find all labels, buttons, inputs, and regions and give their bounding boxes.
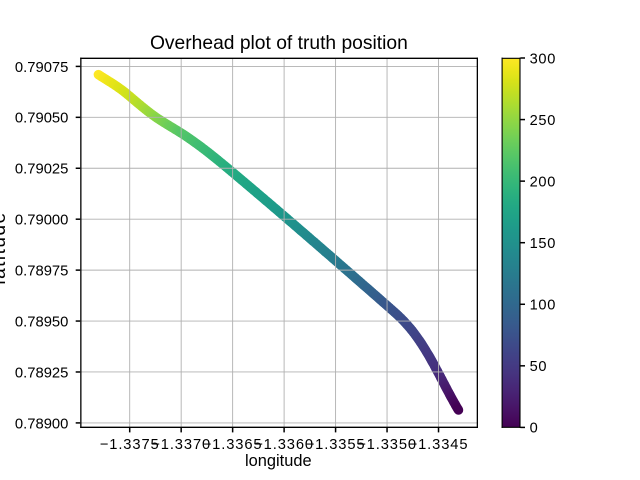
svg-text:0.78925: 0.78925: [15, 365, 69, 381]
svg-text:0.78950: 0.78950: [15, 314, 69, 330]
svg-text:0.79025: 0.79025: [15, 162, 69, 178]
svg-text:longitude: longitude: [245, 452, 312, 470]
svg-text:100: 100: [530, 298, 556, 314]
svg-text:0: 0: [530, 421, 539, 437]
svg-text:Overhead plot of truth positio: Overhead plot of truth position: [150, 33, 408, 54]
svg-text:−1.3360: −1.3360: [254, 437, 314, 453]
svg-text:−1.3370: −1.3370: [151, 437, 211, 453]
svg-text:−1.3355: −1.3355: [306, 437, 366, 453]
svg-text:50: 50: [530, 359, 548, 375]
svg-text:−1.3345: −1.3345: [409, 437, 469, 453]
svg-text:−1.3365: −1.3365: [203, 437, 263, 453]
svg-text:300: 300: [530, 51, 556, 67]
svg-text:0.79075: 0.79075: [15, 60, 69, 76]
svg-text:−1.3350: −1.3350: [357, 437, 417, 453]
svg-text:250: 250: [530, 113, 556, 129]
svg-text:0.79050: 0.79050: [15, 111, 69, 127]
svg-text:latitude: latitude: [0, 211, 10, 284]
svg-text:0.79000: 0.79000: [15, 213, 69, 229]
svg-text:0.78900: 0.78900: [15, 416, 69, 432]
svg-text:−1.3375: −1.3375: [100, 437, 160, 453]
svg-text:150: 150: [530, 236, 556, 252]
svg-text:0.78975: 0.78975: [15, 264, 69, 280]
svg-text:200: 200: [530, 174, 556, 190]
